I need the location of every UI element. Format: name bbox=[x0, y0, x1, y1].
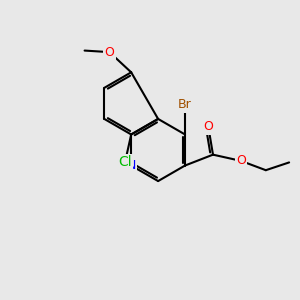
Text: O: O bbox=[104, 46, 114, 59]
Text: O: O bbox=[236, 154, 246, 167]
Text: Br: Br bbox=[178, 98, 192, 111]
Text: N: N bbox=[127, 159, 136, 172]
Text: Cl: Cl bbox=[118, 155, 132, 170]
Text: O: O bbox=[203, 120, 213, 133]
